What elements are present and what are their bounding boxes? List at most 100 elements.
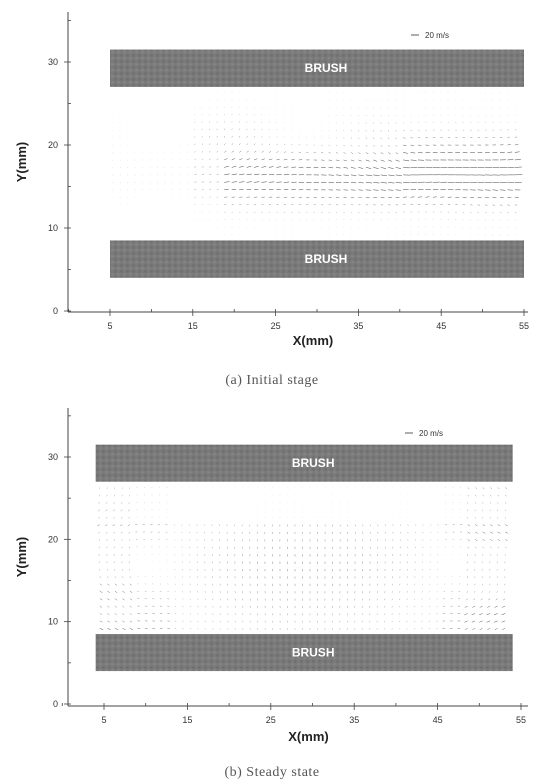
velocity-vector — [484, 212, 487, 214]
velocity-vector — [391, 591, 393, 593]
velocity-vector — [106, 539, 108, 541]
velocity-vector — [343, 174, 349, 176]
velocity-vector — [99, 620, 103, 623]
velocity-vector — [189, 591, 191, 593]
velocity-vector — [487, 605, 491, 608]
velocity-vector — [388, 189, 394, 191]
velocity-vector — [106, 561, 108, 564]
velocity-vector — [121, 539, 123, 541]
velocity-vector — [399, 539, 401, 541]
velocity-vector — [369, 620, 371, 623]
velocity-vector — [406, 628, 408, 630]
velocity-vector — [174, 605, 177, 608]
velocity-vector — [403, 144, 407, 147]
velocity-vector — [410, 129, 413, 131]
velocity-vector — [128, 561, 131, 564]
velocity-vector — [216, 166, 219, 168]
velocity-vector — [242, 628, 244, 630]
velocity-vector — [253, 150, 257, 153]
velocity-vector — [365, 182, 373, 184]
brushes-a: BRUSH BRUSH — [110, 49, 524, 278]
velocity-vector — [422, 539, 424, 541]
velocity-vector — [231, 150, 234, 153]
velocity-vector — [122, 620, 125, 623]
velocity-vector — [421, 605, 423, 608]
velocity-vector — [425, 218, 427, 220]
velocity-vector — [212, 605, 214, 608]
velocity-vector — [380, 144, 383, 147]
velocity-vector — [173, 531, 176, 534]
velocity-vector — [181, 524, 183, 526]
velocity-vector — [414, 524, 417, 526]
velocity-vector — [514, 212, 517, 213]
velocity-vector — [504, 583, 506, 586]
x-tick-label: 35 — [353, 321, 363, 331]
velocity-vector — [350, 182, 357, 184]
velocity-vector — [466, 576, 468, 579]
velocity-vector — [474, 568, 476, 571]
velocity-vector — [497, 494, 499, 497]
velocity-vector — [388, 174, 395, 177]
velocity-vector — [113, 509, 115, 512]
velocity-vector — [477, 219, 479, 221]
velocity-vector — [425, 203, 428, 205]
velocity-vector — [497, 524, 501, 527]
velocity-vector — [507, 197, 512, 199]
velocity-vector — [114, 628, 119, 630]
velocity-vector — [514, 129, 517, 131]
velocity-vector — [410, 152, 416, 154]
velocity-vector — [201, 166, 204, 168]
velocity-vector — [189, 598, 191, 600]
velocity-vector — [475, 524, 478, 527]
velocity-vector — [395, 129, 397, 132]
velocity-vector — [98, 561, 101, 564]
velocity-vector — [219, 598, 221, 601]
velocity-vector — [234, 531, 236, 534]
velocity-vector — [350, 159, 355, 162]
velocity-vector — [477, 204, 481, 206]
velocity-vector — [120, 531, 123, 534]
velocity-vector — [224, 135, 226, 138]
velocity-vector — [128, 554, 131, 556]
velocity-vector — [358, 129, 360, 132]
velocity-vector — [474, 494, 477, 497]
velocity-vector — [504, 576, 506, 578]
velocity-vector — [283, 151, 287, 153]
y-tick-label: 20 — [48, 140, 58, 150]
velocity-vector — [479, 605, 483, 608]
velocity-vector — [261, 166, 267, 168]
velocity-vector — [481, 568, 483, 571]
velocity-vector — [197, 605, 199, 608]
velocity-vector — [283, 144, 286, 146]
velocity-vector — [432, 226, 434, 228]
velocity-vector — [197, 598, 199, 600]
velocity-vector — [268, 128, 270, 131]
velocity-vector — [399, 605, 401, 608]
velocity-vector — [174, 546, 176, 548]
velocity-vector — [403, 137, 406, 139]
velocity-vector — [482, 546, 485, 549]
velocity-vector — [99, 591, 103, 593]
velocity-vector — [350, 144, 353, 147]
velocity-vector — [204, 598, 206, 601]
velocity-vector — [365, 144, 368, 147]
velocity-vector — [489, 583, 491, 586]
y-tick-label: 10 — [48, 223, 58, 233]
velocity-vector — [373, 152, 376, 155]
velocity-vector — [209, 150, 211, 153]
velocity-vector — [354, 620, 356, 623]
velocity-vector — [216, 158, 219, 161]
velocity-vector — [358, 144, 360, 147]
velocity-vector — [189, 583, 191, 586]
velocity-vector — [246, 166, 252, 168]
velocity-vector — [121, 494, 123, 497]
velocity-vector — [417, 218, 419, 220]
velocity-vector — [261, 181, 267, 183]
reference-vector-b: 20 m/s — [405, 429, 443, 438]
velocity-vector — [487, 628, 491, 630]
velocity-vector — [489, 568, 491, 571]
velocity-vector — [410, 218, 412, 220]
velocity-vector — [395, 144, 398, 147]
velocity-vector — [467, 487, 470, 490]
